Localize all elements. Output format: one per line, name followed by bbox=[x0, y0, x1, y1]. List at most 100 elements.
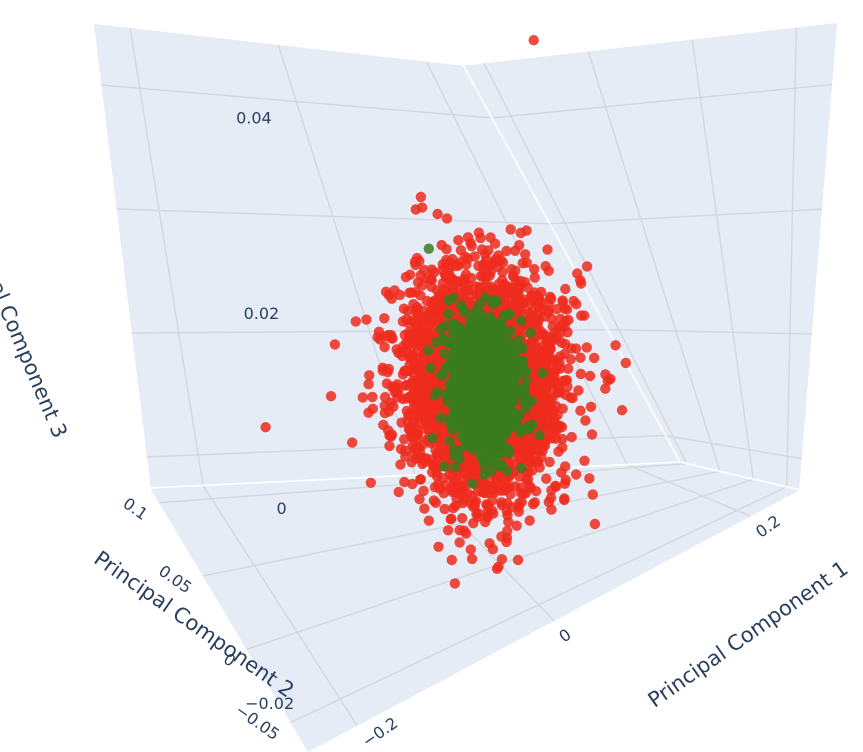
data-point bbox=[520, 365, 532, 377]
data-point bbox=[399, 365, 410, 377]
data-point bbox=[576, 310, 587, 321]
data-point bbox=[586, 429, 598, 440]
data-point bbox=[490, 407, 501, 418]
data-point bbox=[575, 405, 586, 416]
data-point bbox=[511, 520, 522, 531]
z-tick-label: 0.04 bbox=[236, 109, 272, 128]
data-point bbox=[560, 283, 571, 295]
data-point bbox=[525, 327, 536, 339]
data-point bbox=[464, 357, 475, 369]
data-point bbox=[479, 469, 490, 480]
data-point bbox=[429, 311, 440, 323]
data-point bbox=[404, 393, 415, 404]
data-point bbox=[529, 272, 540, 283]
data-point bbox=[382, 425, 394, 436]
data-point bbox=[528, 35, 539, 46]
data-point bbox=[399, 476, 410, 488]
cube-edge bbox=[149, 461, 681, 489]
data-point bbox=[423, 345, 434, 356]
data-point bbox=[560, 389, 571, 400]
data-point bbox=[429, 390, 441, 401]
z-axis-title: Principal Component 3 bbox=[0, 213, 72, 442]
data-point bbox=[575, 275, 586, 286]
data-point bbox=[470, 407, 481, 418]
data-point bbox=[419, 503, 430, 514]
x-tick-label: 0 bbox=[555, 625, 574, 646]
floor-wall bbox=[150, 462, 800, 752]
data-point bbox=[518, 397, 530, 408]
data-point bbox=[524, 515, 535, 526]
data-point bbox=[455, 416, 467, 427]
data-point bbox=[407, 440, 418, 451]
data-point bbox=[422, 398, 433, 409]
data-point bbox=[430, 303, 441, 314]
data-point bbox=[392, 379, 403, 390]
data-point bbox=[453, 388, 464, 399]
data-point bbox=[530, 486, 542, 497]
data-point bbox=[433, 452, 445, 463]
data-point bbox=[478, 410, 489, 421]
data-point bbox=[409, 316, 420, 328]
data-point bbox=[520, 249, 531, 260]
data-point bbox=[406, 427, 417, 438]
data-point bbox=[518, 443, 529, 455]
data-point bbox=[516, 463, 527, 474]
data-point bbox=[589, 352, 600, 364]
data-point bbox=[427, 460, 439, 471]
data-point bbox=[584, 370, 596, 382]
data-point bbox=[480, 249, 491, 260]
data-point bbox=[389, 285, 400, 296]
data-point bbox=[447, 486, 458, 498]
data-point bbox=[431, 351, 442, 362]
cube-edge bbox=[799, 21, 839, 491]
cube-edge bbox=[92, 22, 151, 489]
data-point bbox=[600, 383, 611, 394]
data-point bbox=[442, 525, 454, 536]
cube-edge bbox=[462, 21, 839, 66]
data-point bbox=[505, 300, 517, 311]
data-point bbox=[534, 429, 545, 441]
data-point bbox=[585, 401, 597, 412]
data-point bbox=[516, 305, 528, 317]
data-point bbox=[568, 295, 579, 307]
data-point bbox=[413, 396, 425, 408]
data-point bbox=[501, 505, 512, 517]
data-point bbox=[553, 446, 564, 457]
data-point bbox=[471, 508, 482, 520]
data-point bbox=[510, 265, 521, 276]
data-point bbox=[459, 334, 470, 345]
data-point bbox=[512, 554, 524, 566]
data-point bbox=[482, 512, 493, 523]
x-axis-title: Principal Component 1 bbox=[644, 556, 853, 712]
data-point bbox=[450, 260, 461, 272]
data-point bbox=[518, 488, 529, 500]
data-point bbox=[514, 427, 526, 438]
data-point bbox=[575, 368, 586, 380]
data-point bbox=[560, 338, 571, 350]
data-point bbox=[537, 445, 548, 456]
grid-line-z bbox=[491, 83, 834, 119]
z-tick-label: −0.02 bbox=[245, 694, 294, 713]
data-point bbox=[460, 528, 472, 539]
data-point bbox=[423, 384, 434, 395]
data-point bbox=[544, 456, 555, 468]
data-point bbox=[543, 496, 554, 508]
data-point bbox=[466, 553, 478, 565]
data-point bbox=[580, 415, 591, 426]
data-point bbox=[526, 314, 537, 326]
data-point bbox=[363, 407, 374, 418]
data-point bbox=[509, 245, 521, 256]
data-point bbox=[391, 344, 402, 355]
data-point bbox=[418, 485, 429, 497]
data-point bbox=[429, 267, 440, 278]
cube-edge bbox=[462, 64, 681, 463]
data-point bbox=[457, 480, 468, 492]
data-point bbox=[435, 324, 447, 335]
data-point bbox=[540, 261, 551, 272]
data-point bbox=[496, 319, 507, 330]
data-point bbox=[573, 385, 584, 396]
data-point bbox=[406, 457, 417, 468]
data-point bbox=[526, 290, 537, 302]
data-point bbox=[468, 432, 480, 443]
